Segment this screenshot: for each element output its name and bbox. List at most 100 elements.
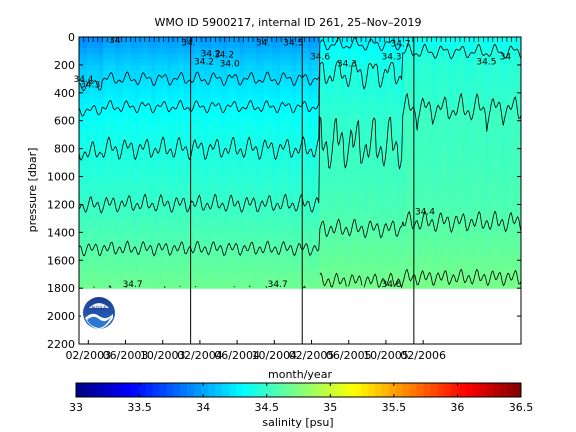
field-cell	[115, 170, 120, 178]
field-cell	[500, 170, 506, 178]
field-cell	[291, 92, 297, 99]
field-cell	[484, 271, 490, 278]
field-cell	[199, 126, 205, 133]
field-cell	[472, 260, 478, 267]
field-cell	[364, 42, 369, 49]
field-cell	[195, 170, 201, 178]
field-cell	[416, 81, 422, 88]
field-cell	[500, 148, 506, 155]
field-cell	[488, 282, 494, 289]
field-cell	[356, 243, 361, 250]
field-cell	[167, 210, 173, 217]
field-cell	[183, 237, 189, 245]
field-cell	[143, 64, 148, 72]
field-cell	[360, 120, 365, 127]
field-cell	[167, 87, 173, 94]
field-cell	[372, 165, 377, 172]
field-cell	[183, 64, 189, 72]
field-cell	[195, 137, 201, 144]
field-cell	[195, 126, 201, 133]
field-cell	[123, 48, 128, 55]
field-cell	[460, 154, 466, 161]
field-cell	[348, 215, 353, 222]
field-cell	[223, 226, 229, 233]
field-cell	[376, 176, 381, 183]
field-cell	[195, 48, 201, 55]
field-cell	[348, 170, 353, 178]
field-cell	[428, 120, 434, 127]
field-cell	[171, 37, 177, 44]
field-cell	[460, 210, 466, 217]
axes: 0200400600800100012001400160018002000220…	[47, 31, 522, 362]
field-cell	[103, 59, 108, 66]
field-cell	[428, 53, 434, 60]
field-cell	[283, 87, 289, 94]
field-cell	[468, 243, 474, 250]
field-cell	[239, 159, 245, 166]
field-cell	[155, 182, 160, 189]
field-cell	[324, 126, 329, 133]
field-cell	[107, 182, 112, 189]
field-cell	[131, 115, 136, 122]
field-cell	[111, 53, 116, 60]
field-cell	[91, 237, 96, 245]
field-cell	[492, 265, 498, 273]
field-cell	[295, 182, 301, 189]
field-cell	[480, 226, 486, 233]
field-cell	[316, 254, 321, 261]
field-cell	[283, 42, 289, 49]
field-cell	[111, 98, 116, 105]
field-cell	[187, 64, 193, 72]
field-cell	[456, 204, 462, 211]
field-cell	[472, 159, 478, 166]
field-cell	[143, 59, 148, 66]
field-cell	[95, 143, 100, 150]
field-cell	[159, 37, 164, 44]
field-cell	[412, 249, 418, 256]
field-cell	[416, 182, 422, 189]
field-cell	[127, 148, 132, 155]
field-cell	[416, 282, 422, 289]
field-cell	[372, 215, 377, 222]
field-cell	[488, 143, 494, 150]
field-cell	[504, 159, 510, 166]
field-cell	[79, 170, 84, 178]
field-cell	[275, 98, 281, 105]
field-cell	[223, 92, 229, 99]
field-cell	[239, 70, 245, 77]
field-cell	[275, 70, 281, 77]
field-cell	[95, 226, 100, 233]
field-cell	[263, 265, 269, 273]
field-cell	[404, 170, 410, 178]
field-cell	[336, 221, 341, 228]
field-cell	[207, 131, 213, 139]
contour-label: 34.3	[80, 80, 100, 90]
field-cell	[412, 271, 418, 278]
field-cell	[163, 271, 168, 278]
field-cell	[440, 165, 446, 172]
field-cell	[167, 271, 173, 278]
field-cell	[500, 131, 506, 139]
field-cell	[364, 92, 369, 99]
field-cell	[163, 265, 168, 273]
field-cell	[436, 92, 442, 99]
field-cell	[279, 277, 285, 284]
field-cell	[484, 37, 490, 44]
field-cell	[255, 154, 261, 161]
field-cell	[484, 232, 490, 239]
field-cell	[283, 243, 289, 250]
field-cell	[143, 76, 148, 83]
field-cell	[424, 265, 430, 273]
field-cell	[448, 76, 454, 83]
field-cell	[380, 243, 385, 250]
field-cell	[195, 215, 201, 222]
field-cell	[416, 37, 422, 44]
field-cell	[392, 237, 398, 245]
field-cell	[336, 115, 341, 122]
field-cell	[159, 143, 164, 150]
field-cell	[203, 48, 209, 55]
field-cell	[308, 215, 313, 222]
field-cell	[324, 37, 329, 44]
field-cell	[79, 282, 84, 289]
field-cell	[131, 271, 136, 278]
